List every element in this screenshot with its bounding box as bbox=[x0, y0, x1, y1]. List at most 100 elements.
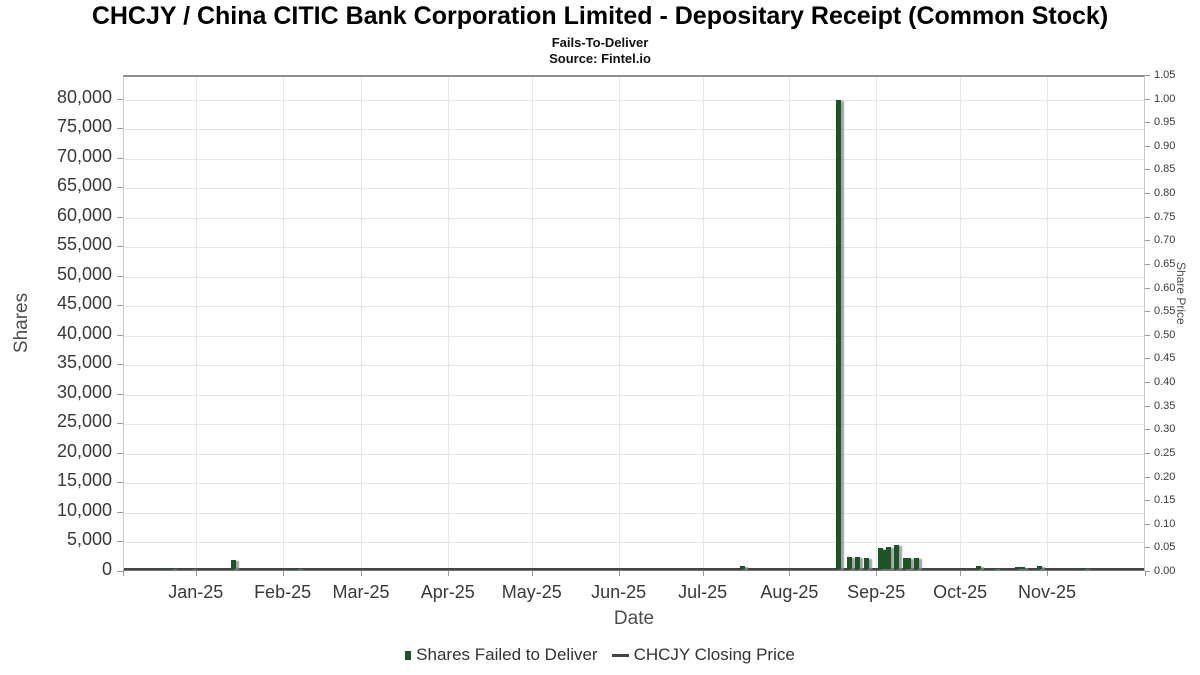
price-axis-tick-label: 0.70 bbox=[1154, 234, 1176, 247]
y-axis-tick-label: 25,000 bbox=[56, 411, 112, 432]
x-axis-tick bbox=[531, 571, 533, 576]
gridline-horizontal bbox=[124, 365, 1144, 367]
legend: Shares Failed to Deliver CHCJY Closing P… bbox=[0, 645, 1200, 665]
price-axis-tick bbox=[1145, 452, 1150, 454]
gridline-horizontal bbox=[124, 188, 1144, 190]
x-axis-edge-tick bbox=[1145, 571, 1146, 576]
gridline-horizontal bbox=[124, 424, 1144, 426]
gridline-vertical bbox=[282, 77, 284, 569]
y-axis-tick bbox=[117, 157, 123, 159]
x-axis-tick bbox=[960, 571, 962, 576]
gridline-vertical bbox=[618, 77, 620, 569]
y-axis-tick bbox=[117, 305, 123, 307]
chart-title: CHCJY / China CITIC Bank Corporation Lim… bbox=[91, 2, 1109, 30]
gridline-vertical bbox=[195, 77, 197, 569]
price-axis-tick-label: 1.00 bbox=[1154, 92, 1176, 105]
y-axis-tick-label: 35,000 bbox=[56, 352, 112, 373]
price-axis-tick bbox=[1145, 193, 1150, 195]
x-axis-tick-label: Sep-25 bbox=[847, 582, 906, 602]
price-axis-tick bbox=[1145, 476, 1150, 478]
plot-area bbox=[123, 75, 1145, 571]
ftd-bar[interactable] bbox=[855, 556, 861, 569]
y-axis-tick-label: 60,000 bbox=[56, 204, 112, 225]
y-axis-tick-label: 20,000 bbox=[56, 440, 112, 461]
price-axis-tick-label: 0.50 bbox=[1154, 328, 1176, 341]
price-axis-tick bbox=[1145, 145, 1150, 147]
ftd-bar[interactable] bbox=[883, 549, 889, 569]
x-axis-tick bbox=[876, 571, 878, 576]
y-axis-tick-label: 10,000 bbox=[56, 499, 112, 520]
price-axis-tick-label: 0.65 bbox=[1154, 257, 1176, 270]
ftd-bar[interactable] bbox=[975, 566, 981, 569]
y-axis-tick-label: 80,000 bbox=[56, 86, 112, 107]
ftd-bar[interactable] bbox=[1020, 566, 1026, 569]
price-axis-tick bbox=[1145, 405, 1150, 407]
ftd-bar[interactable] bbox=[740, 566, 746, 569]
x-axis-tick-label: Jun-25 bbox=[591, 582, 647, 602]
x-axis-tick bbox=[195, 571, 197, 576]
x-axis-tick-label: Nov-25 bbox=[1017, 582, 1077, 602]
y-axis-tick-label: 5,000 bbox=[66, 529, 112, 550]
ftd-bar[interactable] bbox=[894, 544, 900, 569]
ftd-bar[interactable] bbox=[846, 556, 852, 569]
ftd-bar[interactable] bbox=[1081, 568, 1087, 569]
price-axis-tick bbox=[1145, 311, 1150, 313]
price-axis-tick-label: 0.10 bbox=[1154, 517, 1176, 530]
x-axis-tick bbox=[361, 571, 362, 576]
ftd-bar[interactable] bbox=[295, 568, 301, 569]
x-axis-tick bbox=[447, 571, 449, 576]
y-axis-tick bbox=[117, 571, 123, 572]
line-series-marker-icon bbox=[611, 653, 629, 657]
chart-subtitle: Fails-To-Deliver bbox=[551, 35, 649, 50]
price-axis-tick bbox=[1145, 216, 1150, 218]
ftd-bar[interactable] bbox=[230, 559, 236, 569]
price-axis-tick bbox=[1145, 98, 1150, 100]
price-axis-tick bbox=[1145, 75, 1150, 76]
y-axis-tick bbox=[117, 216, 123, 218]
gridline-horizontal bbox=[124, 247, 1144, 249]
price-axis-tick-label: 0.40 bbox=[1154, 376, 1176, 389]
ftd-bar[interactable] bbox=[905, 558, 911, 569]
bar-series-marker-icon bbox=[405, 650, 412, 660]
ftd-bar[interactable] bbox=[188, 567, 194, 569]
gridline-vertical bbox=[702, 77, 704, 569]
gridline-horizontal bbox=[124, 453, 1144, 455]
gridline-horizontal bbox=[124, 306, 1144, 308]
ftd-bar[interactable] bbox=[913, 558, 919, 569]
x-axis-tick bbox=[789, 571, 791, 576]
ftd-bar[interactable] bbox=[1014, 566, 1020, 569]
ftd-bar[interactable] bbox=[902, 558, 908, 569]
gridline-vertical bbox=[447, 77, 449, 569]
legend-item-shares-failed[interactable]: Shares Failed to Deliver bbox=[405, 645, 598, 665]
y-axis-tick bbox=[117, 128, 123, 130]
x-axis-tick-label: Jan-25 bbox=[168, 582, 224, 602]
y-axis-tick bbox=[117, 246, 123, 248]
price-axis-tick bbox=[1145, 169, 1150, 171]
ftd-bar[interactable] bbox=[992, 567, 998, 569]
secondary-y-axis-title: Share Price bbox=[1174, 262, 1188, 325]
price-axis-tick bbox=[1145, 334, 1150, 336]
legend-item-closing-price[interactable]: CHCJY Closing Price bbox=[611, 645, 795, 665]
y-axis-tick-label: 30,000 bbox=[56, 381, 112, 402]
y-axis-tick bbox=[117, 423, 123, 425]
price-axis-tick bbox=[1145, 382, 1150, 384]
y-axis-tick-label: 75,000 bbox=[56, 116, 112, 137]
price-axis-tick-label: 0.00 bbox=[1154, 565, 1176, 577]
gridline-vertical bbox=[789, 77, 791, 569]
ftd-bar[interactable] bbox=[1037, 566, 1043, 569]
gridline-horizontal bbox=[124, 129, 1144, 131]
gridline-horizontal bbox=[124, 99, 1144, 101]
price-axis-tick bbox=[1145, 429, 1150, 431]
x-axis-edge-tick bbox=[123, 571, 124, 576]
price-axis-tick-label: 0.95 bbox=[1154, 116, 1176, 129]
ftd-bar[interactable] bbox=[885, 547, 891, 569]
price-axis-tick-label: 0.45 bbox=[1154, 352, 1176, 365]
gridline-horizontal bbox=[124, 158, 1144, 160]
gridline-horizontal bbox=[124, 276, 1144, 278]
ftd-bar[interactable] bbox=[169, 568, 175, 569]
price-axis-tick bbox=[1145, 240, 1150, 242]
gridline-vertical bbox=[361, 77, 362, 569]
ftd-bar[interactable] bbox=[835, 100, 841, 569]
ftd-bar[interactable] bbox=[877, 548, 883, 569]
ftd-bar[interactable] bbox=[863, 557, 869, 569]
